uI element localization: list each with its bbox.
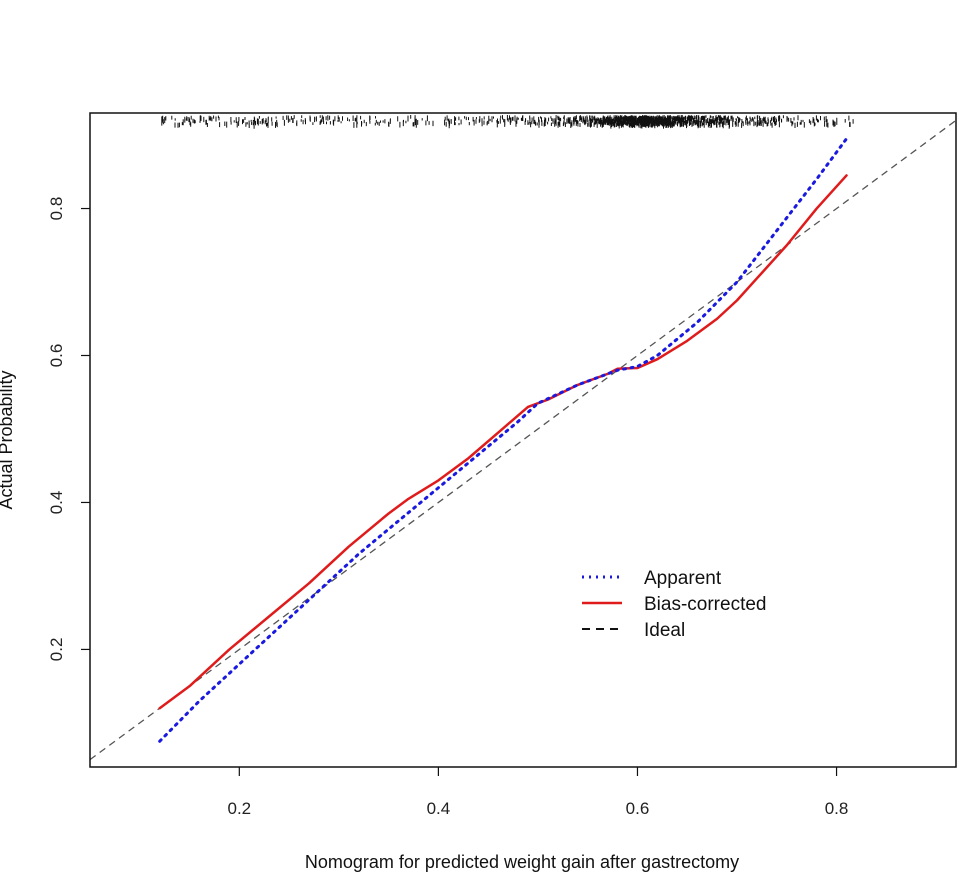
rug-plot [161,115,854,129]
y-tick-label: 0.2 [47,638,66,662]
x-tick-label: 0.6 [626,799,650,818]
legend-label-apparent: Apparent [644,568,722,589]
y-axis-title: Actual Probability [0,370,16,509]
plot-frame [89,112,957,768]
x-tick-label: 0.8 [825,799,849,818]
y-tick-label: 0.6 [47,344,66,368]
legend-label-bias-corrected: Bias-corrected [644,594,767,615]
series-layer [89,119,957,761]
legend: Apparent Bias-corrected Ideal [582,568,767,641]
x-axis: 0.2 0.4 0.6 0.8 [227,767,848,818]
y-axis: 0.2 0.4 0.6 0.8 [47,197,90,662]
y-tick-label: 0.8 [47,197,66,221]
x-tick-label: 0.4 [427,799,451,818]
x-tick-label: 0.2 [227,799,251,818]
y-tick-label: 0.4 [47,491,66,515]
x-axis-title: Nomogram for predicted weight gain after… [305,852,739,872]
legend-label-ideal: Ideal [644,620,685,641]
rug-ticks [161,115,854,129]
series-line-apparent [158,137,849,743]
